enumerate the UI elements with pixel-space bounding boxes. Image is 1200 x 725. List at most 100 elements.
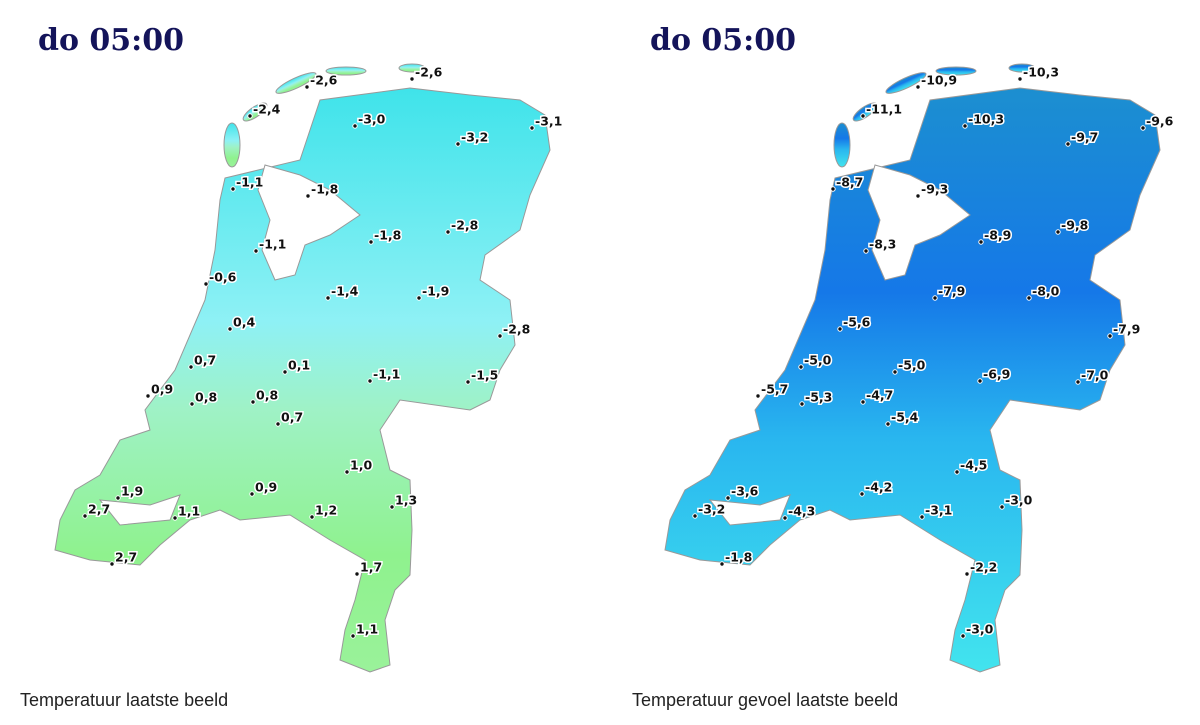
station-dot: [305, 193, 311, 199]
station-label: -7,9: [938, 284, 965, 299]
station-label: -9,7: [1071, 130, 1098, 145]
station-dot: [389, 504, 395, 510]
station-label: 0,9: [255, 480, 277, 495]
station-dot: [354, 571, 360, 577]
station-dot: [915, 193, 921, 199]
station-dot: [304, 84, 310, 90]
station-label: -1,4: [331, 284, 359, 299]
station-label: -4,5: [960, 458, 987, 473]
map-title: do 05:00: [38, 23, 184, 58]
station-label: -4,3: [788, 504, 815, 519]
station-dot: [203, 281, 209, 287]
caption: Temperatuur gevoel laatste beeld: [632, 690, 898, 710]
station-dot: [885, 421, 891, 427]
station-label: -9,3: [921, 182, 948, 197]
station-label: 0,9: [151, 382, 173, 397]
station-dot: [109, 561, 115, 567]
station-label: -1,1: [236, 175, 263, 190]
station-dot: [497, 333, 503, 339]
station-label: -1,8: [725, 550, 752, 565]
station-label: 1,7: [360, 560, 382, 575]
station-label: -10,3: [1023, 65, 1059, 80]
station-dot: [830, 186, 836, 192]
station-dot: [859, 491, 865, 497]
station-label: -1,1: [259, 237, 286, 252]
station-dot: [350, 633, 356, 639]
station-dot: [962, 123, 968, 129]
station-dot: [455, 141, 461, 147]
station-label: -7,9: [1113, 322, 1140, 337]
station-dot: [1017, 76, 1023, 82]
station-label: 2,7: [88, 502, 110, 517]
station-label: -4,2: [865, 480, 892, 495]
station-dot: [172, 515, 178, 521]
station-dot: [249, 491, 255, 497]
station-dot: [325, 295, 331, 301]
station-dot: [445, 229, 451, 235]
station-label: 1,1: [178, 504, 200, 519]
station-dot: [755, 393, 761, 399]
station-label: -2,6: [310, 73, 338, 88]
station-dot: [253, 248, 259, 254]
station-dot: [309, 514, 315, 520]
station-label: -8,3: [869, 237, 896, 252]
station-label: -1,8: [374, 228, 401, 243]
station-label: -4,7: [866, 388, 893, 403]
station-dot: [837, 326, 843, 332]
station-label: -5,6: [843, 315, 871, 330]
station-dot: [719, 561, 725, 567]
station-dot: [115, 495, 121, 501]
station-label: -8,0: [1032, 284, 1060, 299]
station-label: -2,6: [415, 65, 443, 80]
station-label: -2,8: [503, 322, 530, 337]
station-dot: [82, 513, 88, 519]
station-dot: [977, 378, 983, 384]
station-label: 2,7: [115, 550, 137, 565]
station-dot: [227, 326, 233, 332]
station-label: -10,9: [921, 73, 957, 88]
station-label: -3,0: [1005, 493, 1033, 508]
station-dot: [282, 369, 288, 375]
station-dot: [416, 295, 422, 301]
station-label: -5,0: [804, 353, 832, 368]
station-dot: [860, 399, 866, 405]
station-dot: [1055, 229, 1061, 235]
station-label: -1,1: [373, 367, 400, 382]
station-dot: [247, 113, 253, 119]
station-dot: [725, 495, 731, 501]
station-label: -5,0: [898, 358, 926, 373]
station-label: 0,7: [194, 353, 216, 368]
station-label: -3,2: [461, 130, 488, 145]
station-label: -11,1: [866, 102, 902, 117]
station-label: -3,6: [731, 484, 759, 499]
station-label: -9,8: [1061, 218, 1088, 233]
station-label: -2,4: [253, 102, 281, 117]
station-label: -6,9: [983, 367, 1010, 382]
station-dot: [189, 401, 195, 407]
station-label: 0,8: [256, 388, 278, 403]
station-label: -1,9: [422, 284, 449, 299]
labels: -2,6 -2,6 -2,4 -3,0 -3,2 -3,1 -1,1 -1,8 -1,8 -2,8…: [82, 63, 1175, 639]
station-label: 0,7: [281, 410, 303, 425]
station-label: -7,0: [1081, 368, 1109, 383]
station-dot: [863, 248, 869, 254]
station-label: -10,3: [968, 112, 1004, 127]
station-label: -3,0: [358, 112, 386, 127]
station-label: -8,9: [984, 228, 1011, 243]
station-label: -1,8: [311, 182, 338, 197]
station-dot: [275, 421, 281, 427]
station-dot: [367, 378, 373, 384]
station-dot: [932, 295, 938, 301]
station-dot: [782, 515, 788, 521]
station-label: 1,1: [356, 622, 378, 637]
station-dot: [409, 76, 415, 82]
station-dot: [230, 186, 236, 192]
station-dot: [465, 379, 471, 385]
station-label: -2,8: [451, 218, 478, 233]
station-dot: [344, 469, 350, 475]
station-label: -2,2: [970, 560, 997, 575]
station-dot: [1107, 333, 1113, 339]
station-label: 1,0: [350, 458, 372, 473]
station-label: -5,4: [891, 410, 919, 425]
station-label: 1,2: [315, 503, 337, 518]
